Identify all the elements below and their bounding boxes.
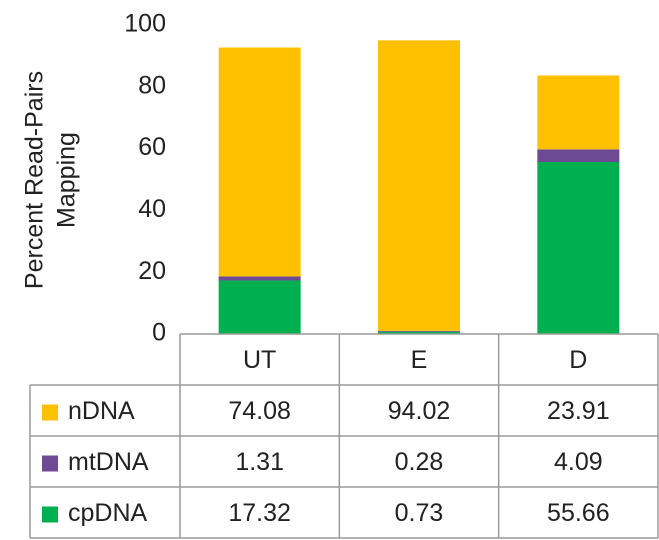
y-tick-label: 60 — [138, 133, 166, 161]
legend-label: nDNA — [68, 397, 135, 425]
bar-segment — [218, 276, 301, 281]
table-value: 94.02 — [388, 397, 451, 425]
y-tick-label: 100 — [124, 10, 166, 38]
y-axis-label: Percent Read-Pairs — [21, 71, 49, 289]
bar-segment — [537, 75, 620, 150]
table-value: 4.09 — [554, 448, 603, 476]
table-value: 55.66 — [547, 499, 610, 527]
y-tick-label: 40 — [138, 195, 166, 223]
x-tick-label: D — [569, 346, 587, 374]
table-value: 1.31 — [235, 448, 284, 476]
table-value: 23.91 — [547, 397, 610, 425]
table-value: 0.28 — [395, 448, 444, 476]
bar-segment — [218, 280, 301, 334]
y-axis-label: Mapping — [53, 132, 81, 228]
legend-label: cpDNA — [68, 499, 148, 527]
legend-label: mtDNA — [68, 448, 149, 476]
y-tick-label: 80 — [138, 71, 166, 99]
bar-segment — [537, 162, 620, 334]
y-tick-label: 0 — [152, 319, 166, 347]
legend-swatch — [42, 506, 58, 523]
table-value: 17.32 — [228, 499, 291, 527]
bar-segment — [537, 149, 620, 163]
table-value: 0.73 — [395, 499, 444, 527]
bar-segment — [378, 330, 460, 332]
bar-segment — [218, 47, 301, 277]
x-tick-label: E — [411, 346, 428, 374]
y-tick-label: 20 — [138, 257, 166, 285]
bar-segment — [378, 40, 460, 331]
table-value: 74.08 — [228, 397, 291, 425]
bar-segment — [378, 331, 460, 334]
legend-swatch — [42, 455, 58, 472]
x-tick-label: UT — [243, 346, 276, 374]
legend-swatch — [42, 404, 58, 421]
